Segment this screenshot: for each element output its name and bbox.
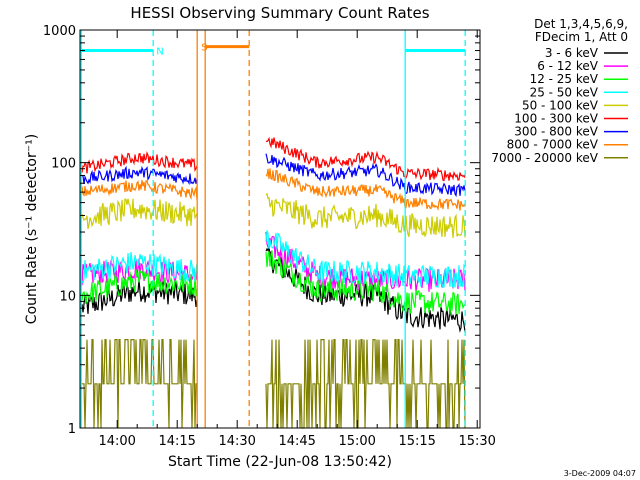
datestamp: 3-Dec-2009 04:07 bbox=[564, 469, 636, 478]
legend-label-5: 100 - 300 keV bbox=[514, 112, 598, 126]
series-line-5-seg-0 bbox=[81, 150, 198, 174]
y-axis-label: Count Rate (s⁻¹ detector⁻¹) bbox=[24, 134, 40, 324]
series-line-8-seg-0 bbox=[82, 339, 197, 429]
series-line-1-seg-1 bbox=[265, 231, 466, 292]
series-line-2-seg-0 bbox=[81, 268, 198, 304]
x-tick-label-2: 14:30 bbox=[218, 434, 255, 449]
y-tick-label-2: 100 bbox=[51, 157, 76, 172]
legend-label-7: 800 - 7000 keV bbox=[507, 138, 599, 152]
flag-label-2: S bbox=[201, 43, 207, 54]
legend-label-4: 50 - 100 keV bbox=[522, 98, 599, 112]
series-line-0-seg-0 bbox=[81, 279, 198, 314]
flag-label-0: N bbox=[156, 47, 163, 58]
series-line-0-seg-1 bbox=[265, 246, 466, 333]
y-tick-label-0: 1 bbox=[68, 422, 76, 437]
x-tick-label-0: 14:00 bbox=[98, 434, 135, 449]
series-line-7-seg-0 bbox=[81, 180, 198, 201]
y-tick-label-1: 10 bbox=[59, 289, 76, 304]
series-line-3-seg-1 bbox=[265, 230, 466, 289]
series-line-7-seg-1 bbox=[265, 168, 466, 211]
legend-label-3: 25 - 50 keV bbox=[530, 85, 599, 99]
legend-label-8: 7000 - 20000 keV bbox=[491, 151, 598, 165]
series-line-6-seg-0 bbox=[81, 165, 198, 186]
y-tick-label-3: 1000 bbox=[43, 24, 76, 39]
x-tick-label-4: 15:00 bbox=[338, 434, 375, 449]
series-line-8-seg-1 bbox=[265, 339, 466, 429]
series-line-3-seg-0 bbox=[81, 251, 198, 285]
x-axis-label: Start Time (22-Jun-08 13:50:42) bbox=[168, 454, 392, 470]
series-line-5-seg-1 bbox=[265, 136, 466, 182]
x-tick-label-3: 14:45 bbox=[278, 434, 315, 449]
x-tick-label-5: 15:15 bbox=[398, 434, 435, 449]
series-line-4-seg-0 bbox=[81, 198, 198, 229]
series-line-1-seg-0 bbox=[81, 258, 198, 286]
plot-frame bbox=[79, 29, 481, 429]
header-line-2: FDecim 1, Att 0 bbox=[535, 30, 628, 44]
chart-title: HESSI Observing Summary Count Rates bbox=[130, 4, 429, 22]
axis-layer: HESSI Observing Summary Count Rates Star… bbox=[24, 4, 636, 478]
legend-label-6: 300 - 800 keV bbox=[514, 125, 598, 139]
legend-label-1: 6 - 12 keV bbox=[537, 59, 599, 73]
legend-label-0: 3 - 6 keV bbox=[545, 46, 599, 60]
x-tick-label-1: 14:15 bbox=[158, 434, 195, 449]
x-tick-label-6: 15:30 bbox=[458, 434, 495, 449]
header-line-1: Det 1,3,4,5,6,9, bbox=[534, 17, 628, 31]
series-line-4-seg-1 bbox=[265, 192, 466, 238]
legend-label-2: 12 - 25 keV bbox=[530, 72, 599, 86]
series-line-6-seg-1 bbox=[265, 153, 466, 198]
